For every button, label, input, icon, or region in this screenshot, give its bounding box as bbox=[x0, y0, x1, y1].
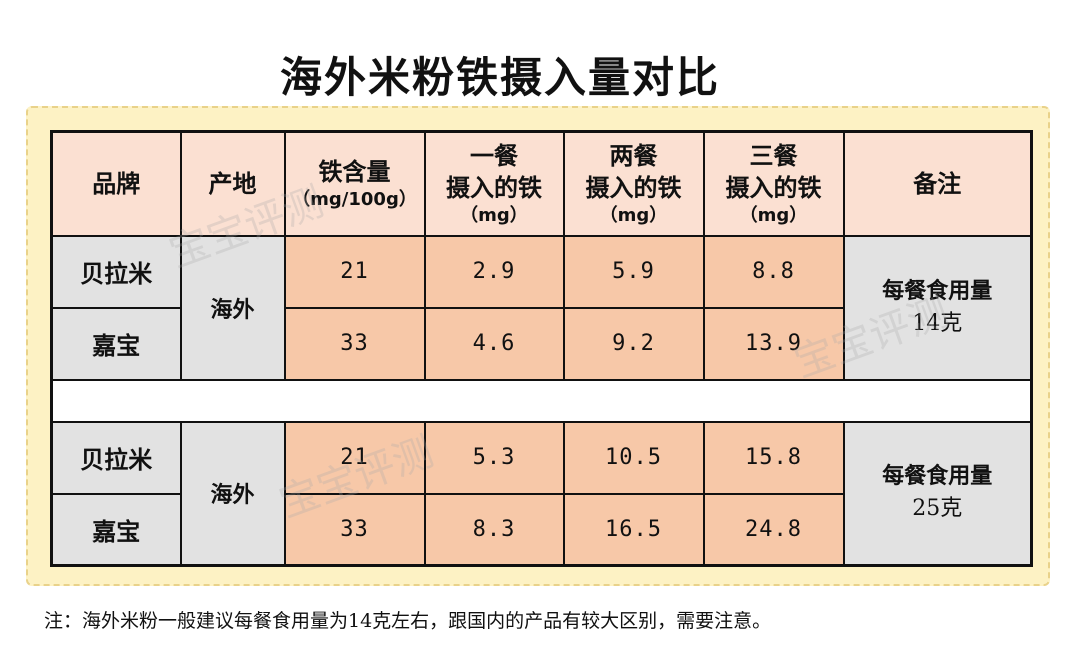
header-iron-unit: （mg/100g） bbox=[292, 188, 417, 210]
two-meal-cell: 16.5 bbox=[562, 492, 705, 567]
one-meal-cell: 4.6 bbox=[423, 306, 565, 381]
header-three-meal-intake: 摄入的铁 bbox=[725, 173, 822, 202]
header-two-meal-unit: （mg） bbox=[599, 204, 668, 226]
separator-cell bbox=[50, 378, 1033, 423]
brand-cell: 嘉宝 bbox=[50, 492, 182, 567]
iron-comparison-table: 品牌 产地 铁含量 （mg/100g） 一餐 摄入的铁 （mg） 两餐 摄入的铁… bbox=[50, 130, 1033, 567]
header-note: 备注 bbox=[842, 130, 1033, 237]
header-iron: 铁含量 （mg/100g） bbox=[283, 130, 426, 237]
one-meal-cell: 5.3 bbox=[423, 420, 565, 495]
three-meal-cell: 15.8 bbox=[702, 420, 845, 495]
footnote: 注：海外米粉一般建议每餐食用量为14克左右，跟国内的产品有较大区别，需要注意。 bbox=[44, 610, 772, 632]
iron-cell: 21 bbox=[283, 420, 426, 495]
table-row: 贝拉米 海外 21 2.9 5.9 8.8 每餐食用量 14克 bbox=[50, 234, 1033, 381]
iron-cell: 21 bbox=[283, 234, 426, 309]
header-three-meal: 三餐 摄入的铁 （mg） bbox=[702, 130, 845, 237]
header-brand: 品牌 bbox=[50, 130, 182, 237]
origin-cell: 海外 bbox=[179, 420, 286, 567]
two-meal-cell: 5.9 bbox=[562, 234, 705, 309]
three-meal-cell: 24.8 bbox=[702, 492, 845, 567]
header-one-meal-label: 一餐 bbox=[470, 141, 518, 170]
header-three-meal-label: 三餐 bbox=[749, 141, 798, 170]
header-one-meal-unit: （mg） bbox=[460, 204, 528, 226]
one-meal-cell: 8.3 bbox=[423, 492, 565, 567]
three-meal-cell: 13.9 bbox=[702, 306, 845, 381]
brand-cell: 贝拉米 bbox=[50, 234, 182, 309]
header-iron-label: 铁含量 bbox=[318, 157, 391, 186]
header-one-meal: 一餐 摄入的铁 （mg） bbox=[423, 130, 565, 237]
note-line1: 每餐食用量 bbox=[882, 464, 993, 490]
iron-cell: 33 bbox=[283, 492, 426, 567]
header-two-meal-label: 两餐 bbox=[609, 141, 658, 170]
note-line2: 25克 bbox=[912, 496, 963, 522]
note-cell: 每餐食用量 14克 bbox=[842, 234, 1033, 381]
origin-cell: 海外 bbox=[179, 234, 286, 381]
one-meal-cell: 2.9 bbox=[423, 234, 565, 309]
table-row: 嘉宝 33 4.6 9.2 13.9 bbox=[50, 306, 1032, 381]
header-origin: 产地 bbox=[179, 130, 286, 237]
brand-cell: 贝拉米 bbox=[50, 420, 182, 495]
header-two-meal-intake: 摄入的铁 bbox=[585, 173, 682, 202]
two-meal-cell: 9.2 bbox=[562, 306, 705, 381]
header-three-meal-unit: （mg） bbox=[739, 204, 808, 226]
note-line1: 每餐食用量 bbox=[882, 278, 993, 304]
header-one-meal-intake: 摄入的铁 bbox=[446, 173, 542, 202]
table-row: 贝拉米 海外 21 5.3 10.5 15.8 每餐食用量 25克 bbox=[50, 420, 1033, 567]
three-meal-cell: 8.8 bbox=[702, 234, 845, 309]
two-meal-cell: 10.5 bbox=[562, 420, 705, 495]
separator-row bbox=[50, 378, 1033, 423]
header-two-meal: 两餐 摄入的铁 （mg） bbox=[562, 130, 705, 237]
brand-cell: 嘉宝 bbox=[50, 306, 182, 381]
iron-cell: 33 bbox=[283, 306, 426, 381]
note-line2: 14克 bbox=[912, 310, 963, 336]
note-cell: 每餐食用量 25克 bbox=[842, 420, 1033, 567]
header-row: 品牌 产地 铁含量 （mg/100g） 一餐 摄入的铁 （mg） 两餐 摄入的铁… bbox=[50, 130, 1033, 237]
page-title: 海外米粉铁摄入量对比 bbox=[279, 53, 720, 102]
table-row: 嘉宝 33 8.3 16.5 24.8 bbox=[50, 492, 1032, 567]
